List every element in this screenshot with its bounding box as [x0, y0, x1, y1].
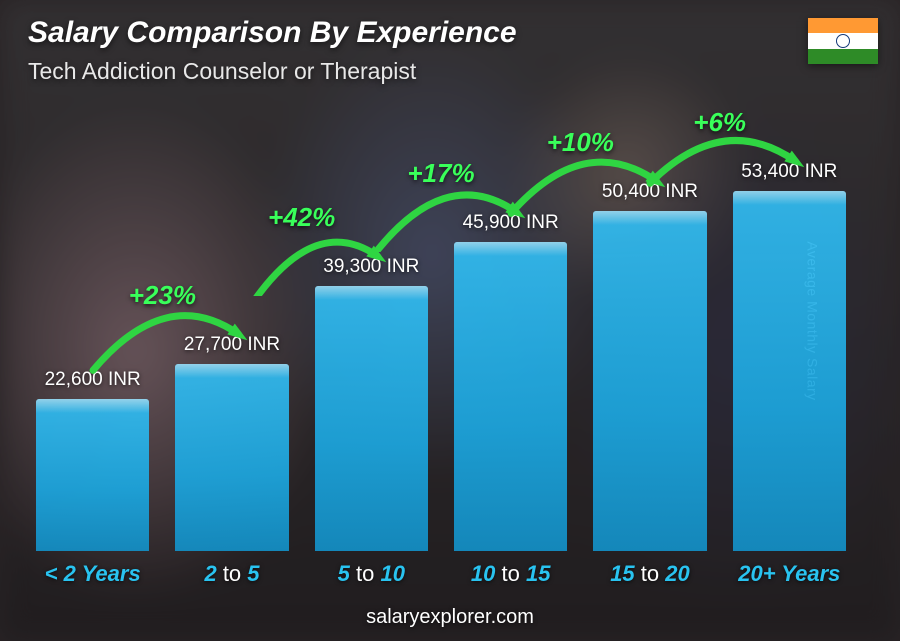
x-axis-tick: 20+ Years	[727, 561, 852, 587]
brand-text: salaryexplorer.com	[366, 606, 534, 628]
bar	[36, 399, 149, 551]
content-layer: Salary Comparison By Experience Tech Add…	[0, 0, 900, 641]
footer-brand: salaryexplorer.com	[0, 606, 900, 629]
bar-value-label: 45,900 INR	[463, 212, 559, 234]
growth-label: +6%	[693, 107, 746, 138]
x-axis-tick: < 2 Years	[30, 561, 155, 587]
flag-stripe-saffron	[808, 18, 878, 33]
bar-value-label: 53,400 INR	[741, 161, 837, 183]
flag-stripe-green	[808, 49, 878, 64]
bar-value-label: 39,300 INR	[323, 256, 419, 278]
bar-slot: 50,400 INR	[587, 121, 712, 551]
bar-slot: 27,700 INR	[169, 121, 294, 551]
bar-chart: 22,600 INR 27,700 INR 39,300 INR 45,900 INR…	[30, 121, 852, 551]
bar	[315, 286, 428, 551]
bar-value-label: 27,700 INR	[184, 334, 280, 356]
bar	[593, 211, 706, 551]
chart-title: Salary Comparison By Experience	[28, 16, 517, 50]
x-axis: < 2 Years 2 to 5 5 to 10 10 to 15 15 to 20 20…	[30, 561, 852, 587]
growth-label: +42%	[268, 202, 335, 233]
x-axis-tick: 15 to 20	[587, 561, 712, 587]
bar-value-label: 22,600 INR	[45, 369, 141, 391]
bar-value-label: 50,400 INR	[602, 181, 698, 203]
flag-chakra-icon	[836, 34, 850, 48]
bar-slot: 22,600 INR	[30, 121, 155, 551]
bar	[454, 242, 567, 551]
x-axis-tick: 10 to 15	[448, 561, 573, 587]
growth-label: +10%	[547, 127, 614, 158]
growth-label: +23%	[129, 280, 196, 311]
bar	[733, 191, 846, 551]
bar-slot: 53,400 INR	[727, 121, 852, 551]
bar	[175, 364, 288, 551]
chart-subtitle: Tech Addiction Counselor or Therapist	[28, 58, 416, 85]
x-axis-tick: 2 to 5	[169, 561, 294, 587]
x-axis-tick: 5 to 10	[309, 561, 434, 587]
growth-label: +17%	[407, 158, 474, 189]
india-flag-icon	[808, 18, 878, 64]
